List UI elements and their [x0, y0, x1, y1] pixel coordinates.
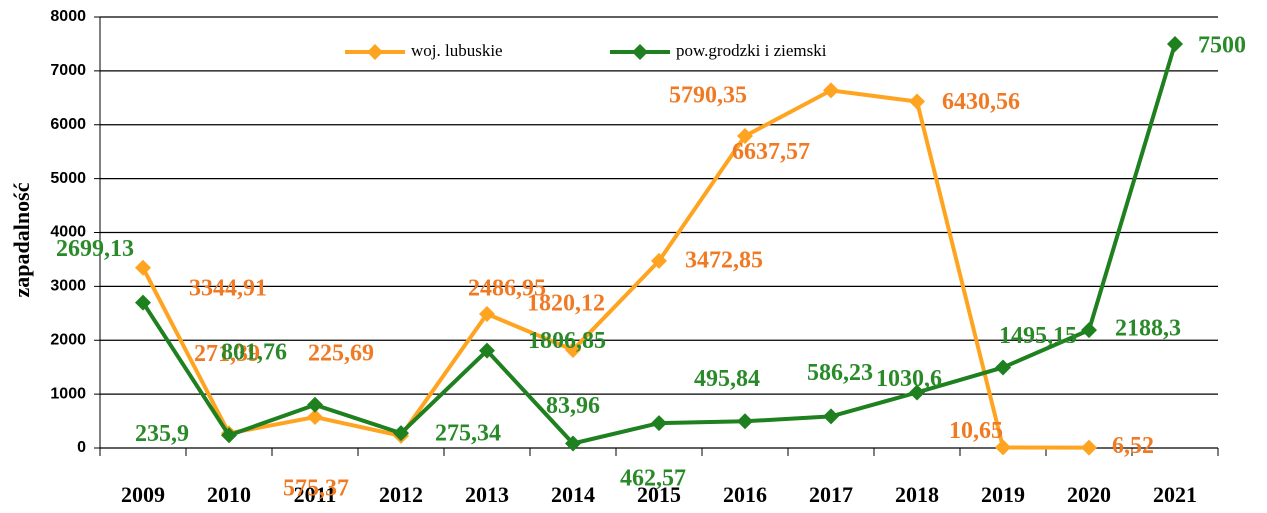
x-tick-label: 2018: [895, 482, 939, 507]
value-label: 235,9: [135, 421, 189, 447]
point: [1081, 439, 1097, 456]
point: [737, 413, 753, 430]
point: [651, 415, 667, 432]
x-tick-label: 2015: [637, 482, 681, 507]
legend-marker: [632, 44, 648, 60]
value-label: 586,23: [807, 360, 873, 386]
x-tick-label: 2009: [121, 482, 165, 507]
value-label: 3344,91: [189, 275, 267, 301]
point: [823, 82, 839, 99]
point: [651, 252, 667, 269]
point: [307, 396, 323, 413]
value-label: 2486,95: [468, 276, 546, 302]
y-tick-label: 6000: [50, 116, 86, 133]
value-label: 6430,56: [942, 89, 1020, 115]
x-tick-label: 2016: [723, 482, 767, 507]
y-tick-label: 3000: [50, 278, 86, 295]
value-label: 6637,57: [732, 139, 810, 165]
x-tick-label: 2019: [981, 482, 1025, 507]
value-label: 1495,15: [999, 323, 1077, 349]
value-label: 1030,6: [876, 366, 942, 392]
point: [909, 93, 925, 110]
y-tick-label: 2000: [50, 331, 86, 348]
value-label: 1820,12: [527, 290, 605, 316]
value-label: 2699,13: [56, 236, 134, 262]
point: [135, 259, 151, 276]
x-tick-label: 2020: [1067, 482, 1111, 507]
point: [307, 409, 323, 426]
y-tick-label: 1000: [50, 385, 86, 402]
y-tick-label: 5000: [50, 170, 86, 187]
value-label: 6,52: [1112, 433, 1154, 459]
value-label: 275,34: [435, 421, 501, 447]
value-label: 83,96: [546, 393, 600, 419]
value-label: 10,65: [949, 418, 1003, 444]
point: [135, 294, 151, 311]
value-label: 7500: [1198, 32, 1246, 58]
y-tick-label: 0: [77, 439, 86, 456]
point: [1081, 322, 1097, 339]
value-label: 462,57: [620, 466, 686, 492]
value-label: 3472,85: [685, 247, 763, 273]
point: [737, 128, 753, 145]
x-tick-label: 2010: [207, 482, 251, 507]
y-tick-label: 8000: [50, 8, 86, 25]
x-tick-label: 2013: [465, 482, 509, 507]
value-label: 5790,35: [669, 83, 747, 109]
point: [1167, 35, 1183, 52]
x-tick-label: 2012: [379, 482, 423, 507]
value-label: 801,76: [221, 339, 287, 365]
point: [393, 425, 409, 442]
value-label: 495,84: [694, 366, 760, 392]
point: [565, 435, 581, 452]
value-label: 225,69: [308, 340, 374, 366]
y-tick-label: 7000: [50, 62, 86, 79]
y-axis-title: zapadalność: [9, 182, 34, 297]
x-tick-label: 2021: [1153, 482, 1197, 507]
point: [565, 341, 581, 358]
series-line: [141, 43, 1177, 446]
point: [995, 439, 1011, 456]
value-label: 2188,3: [1115, 316, 1181, 342]
x-tick-label: 2017: [809, 482, 853, 507]
point: [995, 359, 1011, 376]
point: [479, 306, 495, 323]
legend-label: pow.grodzki i ziemski: [676, 41, 827, 60]
point: [909, 384, 925, 401]
y-tick-label: 4000: [50, 224, 86, 241]
value-label: 271,39: [194, 341, 260, 367]
value-label: 1806,85: [528, 328, 606, 354]
legend-label: woj. lubuskie: [411, 41, 503, 60]
point: [479, 342, 495, 359]
series-line: [141, 88, 1090, 450]
x-tick-label: 2011: [294, 482, 337, 507]
x-tick-label: 2014: [551, 482, 595, 507]
value-label: 575,37: [283, 476, 349, 502]
legend-marker: [367, 44, 383, 60]
point: [823, 408, 839, 425]
point: [221, 427, 237, 444]
